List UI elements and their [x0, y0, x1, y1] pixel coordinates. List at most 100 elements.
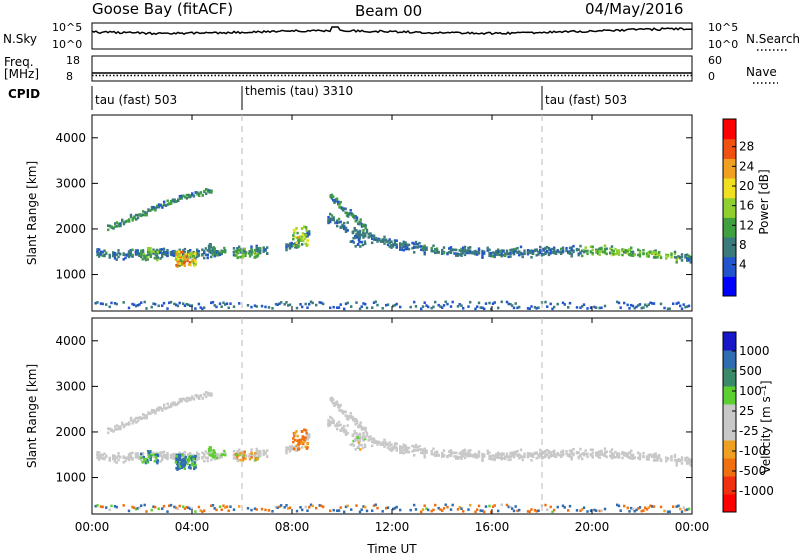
beam-title: Beam 00: [355, 2, 422, 20]
power-cell: [399, 248, 402, 251]
power-cell: [367, 235, 370, 239]
power-cell: [356, 233, 359, 236]
power-cell: [530, 305, 533, 308]
velocity-cell: [432, 508, 435, 512]
velocity-cell: [243, 453, 246, 456]
velocity-cell: [193, 467, 196, 471]
power-cell: [577, 248, 580, 251]
power-cell: [133, 215, 136, 218]
velocity-cell: [241, 452, 245, 455]
power-cell: [361, 243, 365, 247]
velocity-cell: [563, 506, 566, 509]
velocity-cell: [364, 427, 367, 430]
velocity-cell: [523, 455, 526, 459]
power-cell: [287, 243, 290, 247]
power-cell: [347, 213, 350, 216]
power-cell: [168, 301, 171, 305]
power-cell: [98, 255, 101, 258]
power-cell: [139, 249, 143, 253]
power-cell: [362, 228, 365, 232]
power-heatmap: [94, 188, 692, 311]
power-cell: [652, 256, 656, 259]
velocity-cell: [500, 457, 503, 461]
power-cell: [589, 306, 593, 309]
velocity-cell: [364, 429, 367, 433]
power-cell: [98, 248, 101, 251]
power-cell: [402, 242, 405, 245]
velocity-cell: [203, 454, 206, 458]
velocity-cell: [512, 509, 516, 513]
power-cell: [117, 249, 120, 252]
power-cell: [157, 203, 161, 206]
nave-tick-top: 60: [708, 54, 722, 67]
power-cell: [208, 191, 211, 194]
velocity-cell: [509, 505, 512, 509]
velocity-cell: [351, 433, 355, 437]
power-cell: [609, 247, 612, 250]
velocity-cell: [535, 451, 538, 454]
velocity-cell: [220, 453, 223, 457]
velocity-cell: [467, 453, 470, 457]
power-cell: [237, 248, 241, 251]
velocity-cell: [178, 398, 182, 401]
power-cell: [449, 246, 453, 249]
velocity-cell: [565, 450, 568, 453]
power-cell: [191, 192, 194, 195]
velocity-cell: [181, 461, 184, 464]
power-cell: [390, 240, 393, 243]
power-cell: [352, 236, 355, 240]
power-cell: [355, 229, 358, 232]
power-cell: [155, 252, 158, 256]
power-cell: [642, 248, 645, 252]
velocity-cell: [612, 456, 615, 459]
velocity-cell: [150, 411, 154, 414]
power-cell: [359, 218, 362, 221]
power-cell: [392, 245, 395, 248]
velocity-cell: [138, 506, 141, 509]
power-cell: [586, 307, 589, 310]
power-cell: [584, 246, 587, 249]
velocity-cell: [237, 453, 240, 457]
velocity-cell: [458, 506, 461, 509]
velocity-cell: [184, 455, 187, 459]
velocity-cell: [143, 416, 147, 420]
power-cell: [404, 244, 407, 247]
velocity-cell: [136, 456, 139, 459]
power-cell: [285, 301, 288, 304]
power-cell: [183, 254, 186, 258]
power-cell: [198, 194, 201, 197]
velocity-cell: [278, 505, 281, 508]
velocity-cell: [327, 424, 330, 428]
colorbar-swatch: [723, 368, 736, 387]
power-cell: [184, 195, 187, 199]
velocity-cell: [127, 458, 131, 462]
velocity-cell: [297, 443, 300, 446]
velocity-cell: [631, 507, 635, 511]
power-cell: [166, 251, 169, 254]
velocity-cell: [502, 456, 505, 460]
power-cell: [418, 241, 421, 245]
velocity-cell: [114, 428, 117, 431]
power-cell: [161, 253, 164, 256]
colorbar-frame: [722, 118, 737, 297]
power-cell: [115, 302, 118, 306]
power-cell: [400, 246, 404, 250]
power-cell: [337, 217, 341, 221]
velocity-cell: [183, 459, 186, 463]
power-cell: [658, 251, 661, 254]
velocity-cell: [196, 458, 199, 461]
velocity-cell: [399, 508, 402, 512]
power-cell: [206, 253, 209, 257]
power-ylabel: Slant Range [km]: [25, 161, 39, 265]
power-cell: [362, 302, 365, 305]
power-cell: [176, 304, 180, 308]
velocity-cell: [682, 506, 685, 509]
velocity-cell: [332, 419, 335, 422]
power-cell: [495, 252, 498, 255]
power-cell: [656, 252, 659, 255]
power-cell: [115, 221, 119, 224]
power-cell: [670, 253, 673, 256]
velocity-cell: [477, 451, 481, 455]
velocity-cell: [624, 452, 628, 455]
power-cell: [544, 300, 547, 304]
